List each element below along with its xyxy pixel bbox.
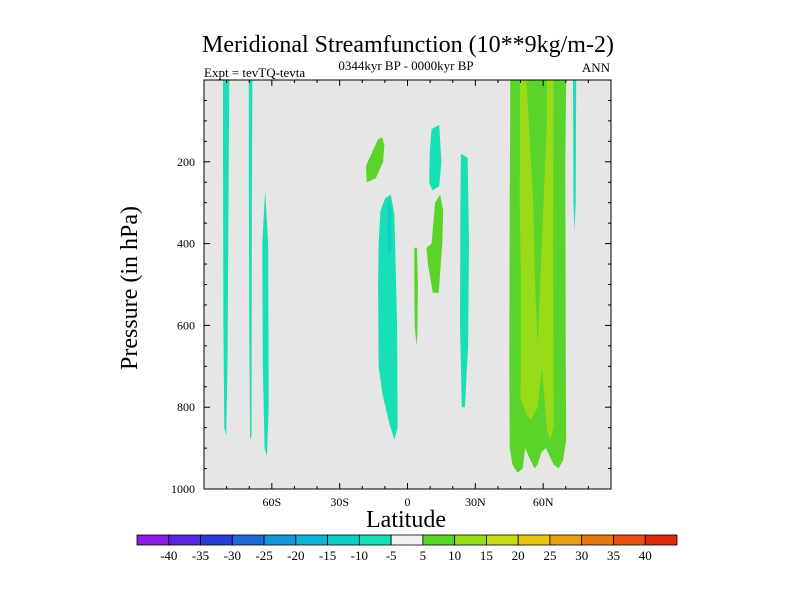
contour-region-cell-15s-upper	[365, 137, 385, 183]
chart-title: Meridional Streamfunction (10**9kg/m-2)	[202, 32, 614, 58]
colorbar-swatch	[200, 534, 233, 546]
contour-region-cell-eq-tongue	[414, 247, 418, 346]
x-axis-ticks: 60S 30S 0 30N 60N	[203, 80, 612, 509]
y-tick-label: 1000	[171, 482, 195, 496]
chart-subtitle-right: ANN	[582, 60, 611, 75]
colorbar-swatch	[644, 534, 678, 546]
colorbar-swatch	[486, 534, 519, 546]
colorbar-label: 25	[543, 548, 556, 563]
y-tick-label: 600	[177, 318, 195, 332]
colorbar-swatch	[231, 534, 265, 546]
colorbar-label: 10	[448, 548, 461, 563]
colorbar-label: -25	[255, 548, 272, 563]
colorbar-label: -15	[319, 548, 336, 563]
colorbar-label: 40	[639, 548, 652, 563]
contour-region-cell-25n	[460, 153, 469, 408]
y-tick-label: 800	[177, 400, 195, 414]
colorbar-label: 20	[512, 548, 525, 563]
colorbar-swatch	[168, 534, 201, 546]
y-axis-ticks: 200 400 600 800 1000	[171, 79, 611, 496]
contour-region-cell-eq-south	[378, 194, 398, 440]
x-axis-label: Latitude	[366, 507, 446, 533]
colorbar-swatch	[358, 534, 392, 546]
contour-region-cell-eq-north	[426, 194, 444, 293]
colorbar-swatch	[581, 534, 614, 546]
colorbar-label: -20	[287, 548, 304, 563]
colorbar-label: 30	[575, 548, 588, 563]
colorbar-label: -35	[192, 548, 209, 563]
contour-region-cell-65s-west	[223, 80, 230, 436]
colorbar-swatch	[422, 534, 456, 546]
colorbar-swatch	[263, 534, 297, 546]
contour-region-cell-50n-70n-core	[519, 80, 554, 440]
colorbar-swatch	[136, 534, 170, 546]
chart-subtitle-center: 0344kyr BP - 0000kyr BP	[338, 58, 473, 73]
x-tick-label: 60S	[262, 495, 281, 509]
x-tick-label: 30S	[330, 495, 349, 509]
colorbar-swatch	[549, 534, 583, 546]
contour-region-cell-70n-strip	[573, 80, 577, 232]
colorbar-label: 35	[607, 548, 620, 563]
contour-region-cell-50n-70n	[509, 80, 567, 473]
colorbar-swatch	[517, 534, 551, 546]
y-tick-label: 400	[177, 237, 195, 251]
contour-region-cell-60s	[262, 190, 269, 457]
x-tick-label: 0	[405, 495, 411, 509]
contour-region-cell-eq-south-core	[387, 198, 392, 256]
y-tick-label: 200	[177, 155, 195, 169]
colorbar-swatch	[454, 534, 487, 546]
y-axis-label: Pressure (in hPa)	[117, 206, 143, 370]
x-tick-label: 60N	[533, 495, 554, 509]
x-tick-label: 30N	[465, 495, 486, 509]
plot-area	[203, 79, 612, 490]
colorbar-label: 15	[480, 548, 493, 563]
colorbar-label: 5	[420, 548, 427, 563]
contour-region-cell-10n	[429, 125, 442, 191]
colorbar-label: -40	[160, 548, 177, 563]
colorbar-swatch	[327, 534, 360, 546]
colorbar: -40 -35 -30 -25 -20 -15 -10 -5 5 10 15 20 25 30 35 40	[136, 534, 678, 563]
colorbar-label: -5	[386, 548, 397, 563]
colorbar-label: -30	[224, 548, 241, 563]
colorbar-swatch	[390, 534, 424, 546]
chart-subtitle-left: Expt = tevTQ-tevta	[204, 65, 305, 80]
contour-region-cell-65s-mid	[248, 80, 253, 440]
colorbar-swatch	[613, 534, 646, 546]
colorbar-swatch	[295, 534, 328, 546]
colorbar-label: -10	[351, 548, 368, 563]
